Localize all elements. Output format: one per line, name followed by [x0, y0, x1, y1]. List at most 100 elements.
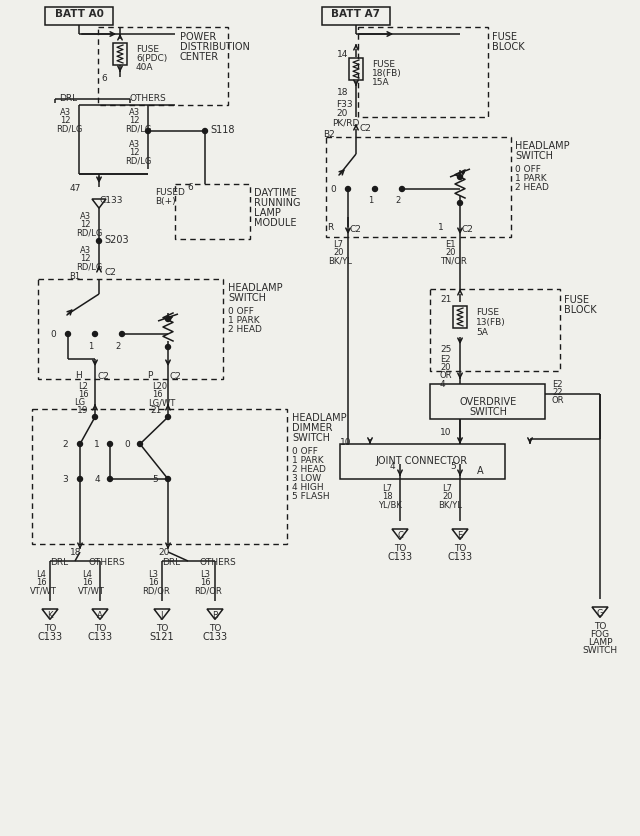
- Text: 1 PARK: 1 PARK: [515, 174, 547, 183]
- Text: RD/LG: RD/LG: [76, 227, 102, 237]
- Text: DRL: DRL: [162, 558, 180, 566]
- Text: 16: 16: [78, 390, 88, 399]
- Text: RD/OR: RD/OR: [142, 585, 170, 594]
- Text: PK/RD: PK/RD: [332, 118, 360, 127]
- Text: S203: S203: [104, 235, 129, 245]
- Text: B2: B2: [323, 130, 335, 139]
- Text: 5 FLASH: 5 FLASH: [292, 492, 330, 501]
- Text: C2: C2: [97, 371, 109, 380]
- Text: A3: A3: [80, 212, 91, 221]
- Text: 18: 18: [382, 492, 392, 501]
- Text: H: H: [76, 370, 82, 380]
- Circle shape: [346, 187, 351, 192]
- Text: TO: TO: [209, 624, 221, 632]
- Text: L4: L4: [82, 569, 92, 579]
- Text: A3: A3: [129, 140, 140, 149]
- Text: 0 OFF: 0 OFF: [228, 307, 254, 316]
- Text: TO: TO: [454, 543, 466, 553]
- Bar: [430, 385, 545, 420]
- Text: LG/WT: LG/WT: [148, 398, 175, 406]
- Bar: [322, 8, 390, 26]
- Text: L3: L3: [200, 569, 210, 579]
- Text: S118: S118: [210, 125, 234, 135]
- Text: 0: 0: [330, 185, 336, 194]
- Circle shape: [108, 477, 113, 482]
- Text: SWITCH: SWITCH: [292, 432, 330, 442]
- Text: SWITCH: SWITCH: [515, 150, 553, 161]
- Bar: [45, 8, 113, 26]
- Circle shape: [166, 415, 170, 420]
- Text: 25: 25: [440, 344, 451, 354]
- Circle shape: [77, 477, 83, 482]
- Text: E2: E2: [440, 354, 451, 364]
- Text: 3: 3: [62, 475, 68, 483]
- Text: HEADLAMP: HEADLAMP: [515, 140, 570, 150]
- Text: R: R: [327, 222, 333, 232]
- Circle shape: [77, 442, 83, 447]
- Text: TO: TO: [44, 624, 56, 632]
- Text: C133: C133: [37, 631, 63, 641]
- Text: 3 LOW: 3 LOW: [292, 473, 321, 482]
- Text: 40A: 40A: [136, 63, 154, 72]
- Text: 6: 6: [188, 183, 193, 191]
- Text: 1: 1: [94, 440, 100, 448]
- Text: SWITCH: SWITCH: [582, 645, 618, 655]
- Circle shape: [166, 317, 170, 322]
- Text: DAYTIME: DAYTIME: [254, 188, 296, 198]
- Text: C2: C2: [360, 124, 372, 132]
- Text: 47: 47: [70, 184, 81, 193]
- Circle shape: [120, 332, 125, 337]
- Circle shape: [97, 239, 102, 244]
- Text: A: A: [477, 466, 483, 476]
- Text: RD/LG: RD/LG: [56, 124, 83, 133]
- Text: BATT A0: BATT A0: [54, 9, 104, 19]
- Text: 20: 20: [336, 109, 348, 118]
- Text: FUSE: FUSE: [492, 32, 517, 42]
- Text: 10: 10: [340, 437, 351, 446]
- Text: B: B: [212, 610, 218, 619]
- Text: 5A: 5A: [476, 328, 488, 337]
- Text: L4: L4: [36, 569, 46, 579]
- Text: 6: 6: [101, 74, 107, 83]
- Text: LAMP: LAMP: [588, 637, 612, 646]
- Text: 21: 21: [440, 294, 451, 303]
- Text: HEADLAMP: HEADLAMP: [292, 412, 347, 422]
- Text: 2 HEAD: 2 HEAD: [515, 183, 549, 191]
- Circle shape: [166, 477, 170, 482]
- Text: C133: C133: [88, 631, 113, 641]
- Text: 12: 12: [80, 220, 90, 229]
- Text: OTHERS: OTHERS: [200, 558, 237, 566]
- Text: 18: 18: [337, 88, 349, 97]
- Bar: [98, 28, 228, 106]
- Text: LG: LG: [74, 398, 85, 406]
- Text: A: A: [97, 610, 103, 619]
- Text: 16: 16: [148, 578, 159, 586]
- Text: 22: 22: [552, 388, 563, 396]
- Bar: [32, 410, 287, 544]
- Text: G: G: [596, 608, 604, 617]
- Text: C: C: [397, 530, 403, 539]
- Text: 4 HIGH: 4 HIGH: [292, 482, 324, 492]
- Text: FUSE: FUSE: [476, 308, 499, 317]
- Text: 2 HEAD: 2 HEAD: [228, 324, 262, 334]
- Text: E1: E1: [445, 240, 456, 248]
- Text: JOINT CONNECTOR: JOINT CONNECTOR: [376, 456, 468, 466]
- Text: L3: L3: [148, 569, 158, 579]
- Text: 16: 16: [152, 390, 163, 399]
- Text: BATT A7: BATT A7: [332, 9, 381, 19]
- Text: B(+): B(+): [155, 196, 175, 206]
- Text: BLOCK: BLOCK: [564, 304, 596, 314]
- Text: OTHERS: OTHERS: [130, 94, 166, 103]
- Text: MODULE: MODULE: [254, 217, 296, 227]
- Text: 18: 18: [70, 548, 81, 556]
- Text: HEADLAMP: HEADLAMP: [228, 283, 283, 293]
- Text: OVERDRIVE: OVERDRIVE: [460, 396, 516, 406]
- Text: L7: L7: [333, 240, 343, 248]
- Text: 12: 12: [129, 148, 140, 157]
- Text: 1 PARK: 1 PARK: [228, 316, 260, 324]
- Text: 2: 2: [115, 342, 120, 350]
- Text: P: P: [147, 370, 152, 380]
- Text: B1: B1: [69, 272, 80, 281]
- Text: 16: 16: [36, 578, 47, 586]
- Text: 12: 12: [80, 253, 90, 263]
